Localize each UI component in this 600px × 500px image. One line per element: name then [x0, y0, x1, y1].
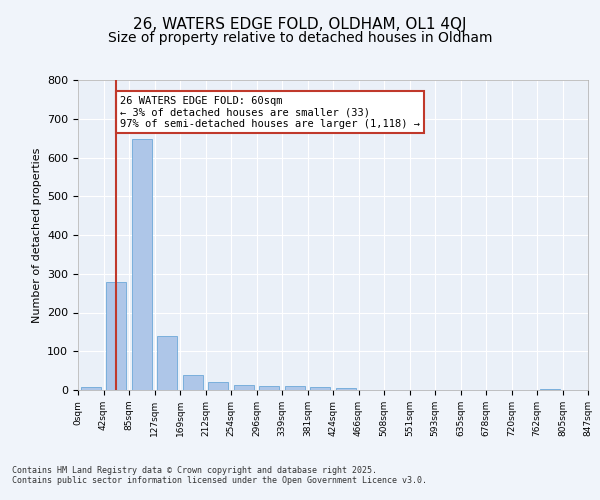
Bar: [157, 336, 178, 390]
Bar: [335, 388, 356, 390]
Text: 26, WATERS EDGE FOLD, OLDHAM, OL1 4QJ: 26, WATERS EDGE FOLD, OLDHAM, OL1 4QJ: [133, 18, 467, 32]
Text: Contains HM Land Registry data © Crown copyright and database right 2025.
Contai: Contains HM Land Registry data © Crown c…: [12, 466, 427, 485]
Bar: [310, 387, 331, 390]
Bar: [131, 139, 152, 390]
Bar: [259, 386, 280, 390]
Bar: [106, 282, 127, 390]
Bar: [233, 386, 254, 390]
Text: Size of property relative to detached houses in Oldham: Size of property relative to detached ho…: [108, 31, 492, 45]
Text: 26 WATERS EDGE FOLD: 60sqm
← 3% of detached houses are smaller (33)
97% of semi-: 26 WATERS EDGE FOLD: 60sqm ← 3% of detac…: [120, 96, 420, 128]
Bar: [208, 382, 229, 390]
Bar: [80, 388, 101, 390]
Bar: [182, 374, 203, 390]
Bar: [539, 389, 560, 390]
Y-axis label: Number of detached properties: Number of detached properties: [32, 148, 41, 322]
Bar: [284, 386, 305, 390]
